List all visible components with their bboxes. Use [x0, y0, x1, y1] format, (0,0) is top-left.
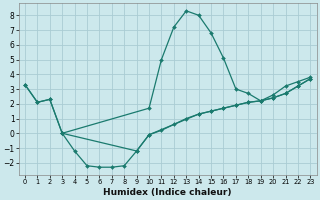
X-axis label: Humidex (Indice chaleur): Humidex (Indice chaleur): [103, 188, 232, 197]
